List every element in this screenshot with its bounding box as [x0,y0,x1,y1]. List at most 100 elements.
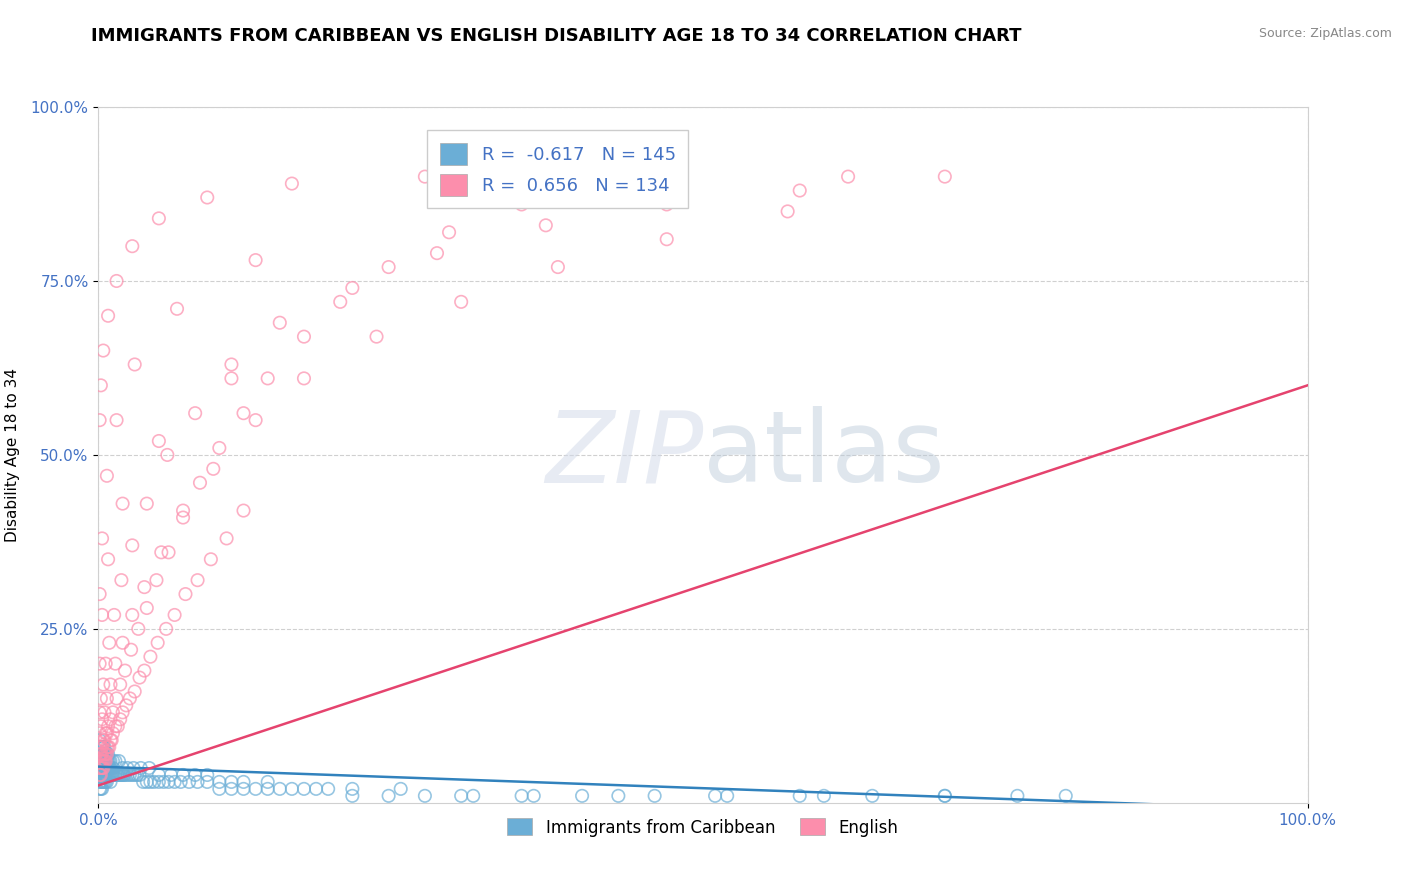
Point [934,169,956,184]
Point [90,754,112,768]
Point [91,740,114,755]
Point [97,747,120,761]
Point [208,775,231,789]
Point [117,761,139,775]
Point [93,706,115,720]
Point [96,754,118,768]
Point [187,573,209,587]
Point [121,607,143,622]
Point [202,462,225,476]
Point [96,747,118,761]
Point [215,532,238,546]
Point [91,761,114,775]
Point [90,768,112,782]
Point [100,754,122,768]
Point [450,294,472,309]
Point [91,768,114,782]
Point [124,768,146,782]
Point [89,726,111,740]
Point [93,733,115,747]
Point [96,468,118,483]
Point [111,497,134,511]
Point [89,761,111,775]
Point [101,706,124,720]
Point [655,232,678,246]
Point [98,636,121,650]
Point [860,789,883,803]
Point [100,768,122,782]
Point [704,789,727,803]
Point [91,781,114,796]
Point [150,545,173,559]
Point [208,441,231,455]
Point [90,740,112,755]
Point [169,775,191,789]
Point [716,789,738,803]
Point [93,775,115,789]
Point [97,740,120,755]
Point [127,768,149,782]
Point [172,510,194,524]
Point [366,329,388,343]
Point [256,775,278,789]
Point [188,475,211,490]
Point [94,657,117,671]
Point [94,754,117,768]
Point [89,768,111,782]
Point [98,754,121,768]
Point [221,358,243,372]
Point [1007,789,1029,803]
Point [94,747,117,761]
Point [100,677,122,691]
Point [93,747,115,761]
Y-axis label: Disability Age 18 to 34: Disability Age 18 to 34 [4,368,20,542]
Point [94,761,117,775]
Point [148,768,170,782]
Point [187,775,209,789]
Point [91,747,114,761]
Point [134,664,156,678]
Point [93,761,115,775]
Point [94,768,117,782]
Point [607,789,630,803]
Point [138,761,160,775]
Point [100,768,122,782]
Point [91,775,114,789]
Point [91,740,114,755]
Point [157,775,180,789]
Point [463,789,485,803]
Point [97,309,120,323]
Point [89,775,111,789]
Point [93,768,115,782]
Point [292,371,315,385]
Point [89,761,111,775]
Point [90,761,112,775]
Point [96,740,118,755]
Point [94,726,117,740]
Point [110,573,132,587]
Point [91,761,114,775]
Point [104,719,127,733]
Point [103,768,125,782]
Point [195,768,218,782]
Point [108,754,131,768]
Point [91,677,114,691]
Point [100,733,122,747]
Point [135,601,157,615]
Point [342,281,364,295]
Point [124,358,146,372]
Point [316,781,339,796]
Point [97,761,120,775]
Text: IMMIGRANTS FROM CARIBBEAN VS ENGLISH DISABILITY AGE 18 TO 34 CORRELATION CHART: IMMIGRANTS FROM CARIBBEAN VS ENGLISH DIS… [91,27,1022,45]
Point [426,246,449,260]
Point [129,761,152,775]
Point [269,316,291,330]
Point [100,761,122,775]
Point [91,740,114,755]
Point [91,747,114,761]
Point [96,775,118,789]
Point [245,413,267,427]
Point [90,754,112,768]
Point [160,768,183,782]
Point [121,239,143,253]
